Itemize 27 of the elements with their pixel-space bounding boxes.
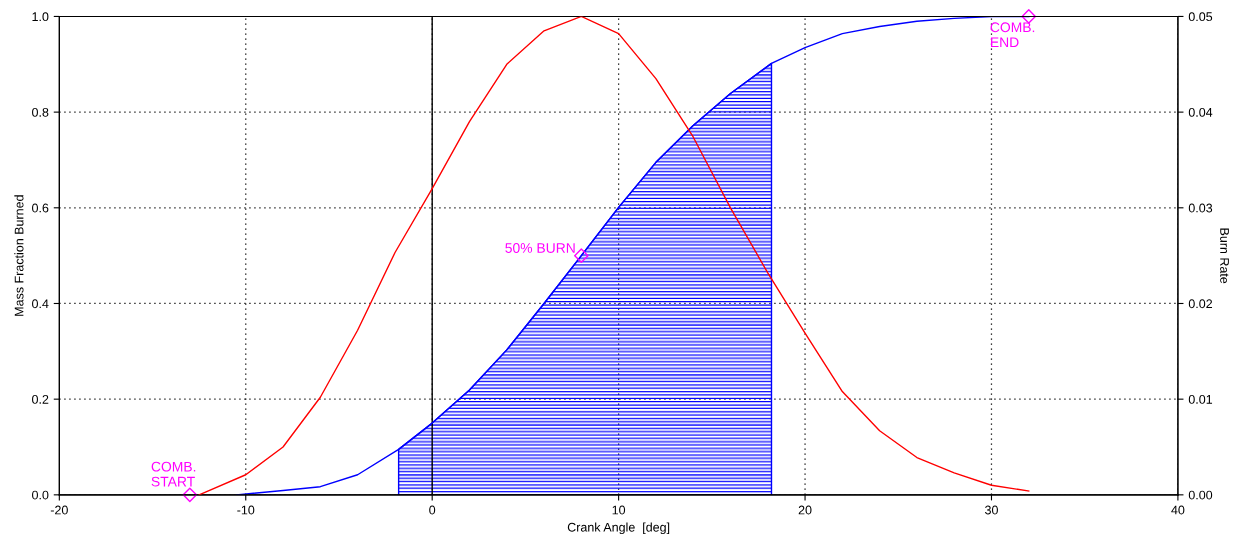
y-tick-label: 0.4 xyxy=(32,299,49,309)
y-tick-label: 0.8 xyxy=(32,107,49,117)
y2-tick-label: 0.01 xyxy=(1188,394,1213,404)
x-tick-label: -20 xyxy=(50,505,68,515)
annotation: 50% BURN xyxy=(505,243,575,253)
x-axis-title: Crank Angle [deg] xyxy=(567,522,670,535)
annotation: COMB. END xyxy=(990,22,1035,48)
y-tick-label: 0.6 xyxy=(32,203,49,213)
y2-tick-label: 0.04 xyxy=(1188,107,1213,117)
y-tick-label: 0.0 xyxy=(32,490,49,500)
x-tick-label: 30 xyxy=(985,505,998,515)
y2-axis-title: Burn Rate xyxy=(1220,228,1229,284)
x-tick-label: 40 xyxy=(1171,505,1185,515)
y2-tick-label: 0.03 xyxy=(1188,203,1213,213)
y-tick-label: 0.2 xyxy=(32,394,49,404)
point xyxy=(574,248,589,263)
y-axis-title: Mass Fraction Burned xyxy=(14,195,24,316)
x-tick-label: -10 xyxy=(237,505,255,515)
point xyxy=(182,487,198,503)
y2-tick-label: 0.05 xyxy=(1188,12,1213,22)
y2-tick-label: 0.02 xyxy=(1188,299,1213,309)
y-tick-label: 1.0 xyxy=(32,12,49,22)
annotation: COMB. START xyxy=(151,461,196,487)
y2-tick-label: 0.00 xyxy=(1188,490,1213,500)
x-tick-label: 20 xyxy=(798,505,812,515)
x-tick-label: 0 xyxy=(429,505,436,515)
x-tick-label: 10 xyxy=(612,505,626,515)
